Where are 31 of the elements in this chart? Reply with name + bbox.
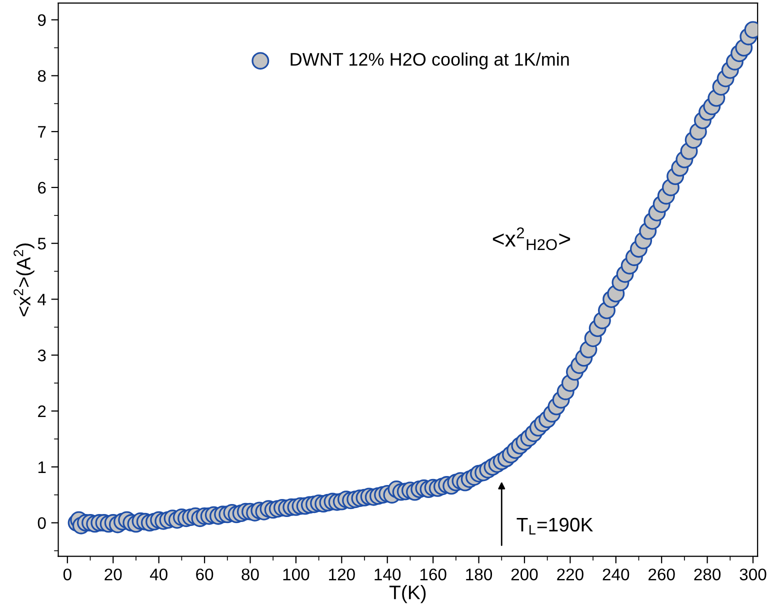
y-tick-label: 2 <box>38 405 46 418</box>
x-tick-label: 140 <box>374 568 401 580</box>
y-tick-label: 7 <box>38 126 46 138</box>
annotation: T$_{L}$=190K <box>516 518 594 534</box>
annotation: <x$^{2}$$_{H2O}$> <box>492 227 570 250</box>
x-tick-label: 280 <box>694 568 721 580</box>
y-tick-label: 8 <box>38 70 46 82</box>
y-tick-label: 0 <box>38 517 46 529</box>
y-tick-label: 4 <box>38 294 46 306</box>
x-tick-label: 220 <box>557 568 584 580</box>
x-tick-label: 260 <box>648 568 675 580</box>
x-tick-label: 20 <box>104 568 122 580</box>
x-tick-label: 240 <box>602 568 630 580</box>
x-tick-label: 0 <box>63 568 72 580</box>
y-tick-label: 5 <box>38 238 46 250</box>
x-axis-title: T(K) <box>389 585 426 604</box>
x-tick-label: 40 <box>150 568 168 580</box>
x-tick-label: 180 <box>466 568 492 580</box>
x-tick-label: 200 <box>511 568 538 580</box>
y-tick-label: 6 <box>38 182 46 194</box>
y-tick-label: 9 <box>38 14 46 26</box>
x-tick-label: 100 <box>283 568 310 580</box>
y-axis-title: <x$^{2}$>(A$^{2}$) <box>14 244 34 316</box>
y-tick-label: 3 <box>38 350 46 362</box>
legend-label: DWNT 12% H2O cooling at 1K/min <box>290 52 569 70</box>
x-tick-label: 80 <box>242 568 259 580</box>
x-tick-label: 120 <box>329 568 355 580</box>
x-tick-label: 160 <box>420 568 446 580</box>
x-tick-label: 300 <box>740 568 766 580</box>
y-tick-label: 1 <box>38 461 46 473</box>
x-tick-label: 60 <box>196 568 214 580</box>
